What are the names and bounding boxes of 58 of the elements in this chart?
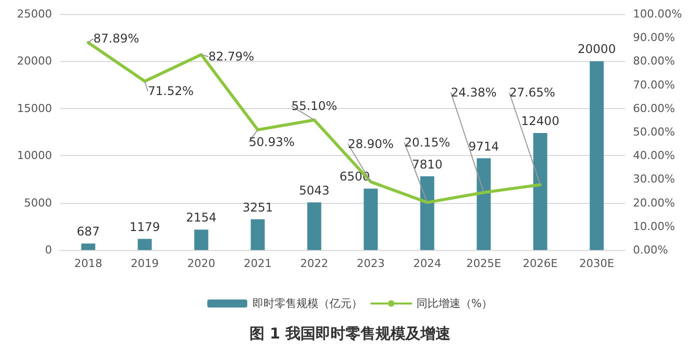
y-tick-label: 15000 (17, 102, 52, 115)
y2-tick-label: 10.00% (633, 220, 675, 233)
x-tick-label: 2018 (74, 257, 102, 270)
bar (420, 176, 434, 250)
data-label: 27.65% (509, 86, 556, 100)
data-label: 24.38% (450, 85, 497, 100)
data-label: 50.93% (248, 134, 295, 149)
text: 图 1 我国即时零售规模及增速 (250, 324, 452, 342)
y2-tick-label: 30.00% (633, 172, 675, 186)
x-tick-label: 2019 (130, 257, 159, 270)
bar (307, 202, 322, 250)
legend-label: 即时零售规模（亿元） (252, 297, 362, 310)
data-label: 20000 (578, 42, 616, 56)
bar (250, 219, 265, 250)
y2-tick-label: 70.00% (633, 78, 675, 92)
data-label: 3251 (242, 200, 274, 214)
x-tick-label: 2030E (579, 257, 614, 270)
bar (590, 61, 604, 250)
x-tick-label: 2021 (244, 257, 272, 270)
y-tick-label: 20000 (17, 54, 52, 68)
y2-tick-label: 80.00% (633, 54, 675, 68)
data-label: 5043 (298, 183, 330, 198)
data-label: 20.15% (404, 135, 450, 150)
y2-tick-label: 100.00% (633, 8, 682, 20)
bar (533, 132, 548, 250)
data-label: 1179 (129, 220, 160, 234)
bar (81, 244, 96, 250)
legend-label: 同比增速（%） (416, 297, 493, 310)
bar (476, 158, 491, 250)
y2-tick-label: 90.00% (633, 31, 675, 44)
data-label: 71.52% (148, 84, 194, 98)
bar (364, 188, 378, 250)
data-label: 55.10% (291, 98, 338, 113)
y2-tick-label: 0.00% (633, 244, 668, 256)
x-tick-label: 2020 (187, 257, 216, 270)
x-tick-label: 2025E (466, 257, 502, 270)
y2-tick-label: 60.00% (633, 102, 675, 115)
data-label: 687 (76, 224, 100, 239)
data-label: 9714 (468, 139, 500, 154)
x-tick-label: 2023 (356, 257, 385, 270)
y-tick-label: 5000 (24, 196, 52, 210)
bar (138, 238, 152, 250)
data-label: 82.79% (208, 50, 254, 64)
x-tick-label: 2024 (413, 257, 442, 270)
y2-tick-label: 20.00% (633, 196, 675, 210)
x-tick-label: 2026E (522, 257, 558, 270)
data-label: 28.90% (348, 136, 394, 151)
data-label: 2154 (186, 210, 217, 225)
y-tick-label: 10000 (17, 149, 52, 162)
y2-tick-label: 40.00% (633, 149, 675, 162)
x-tick-label: 2022 (300, 257, 328, 270)
data-label: 87.89% (93, 32, 140, 46)
y-tick-label: 25000 (17, 8, 52, 20)
data-label: 7810 (412, 157, 443, 172)
bar (194, 230, 208, 250)
data-label: 12400 (521, 114, 560, 128)
y-tick-label: 0 (45, 244, 52, 256)
y2-tick-label: 50.00% (633, 126, 675, 138)
